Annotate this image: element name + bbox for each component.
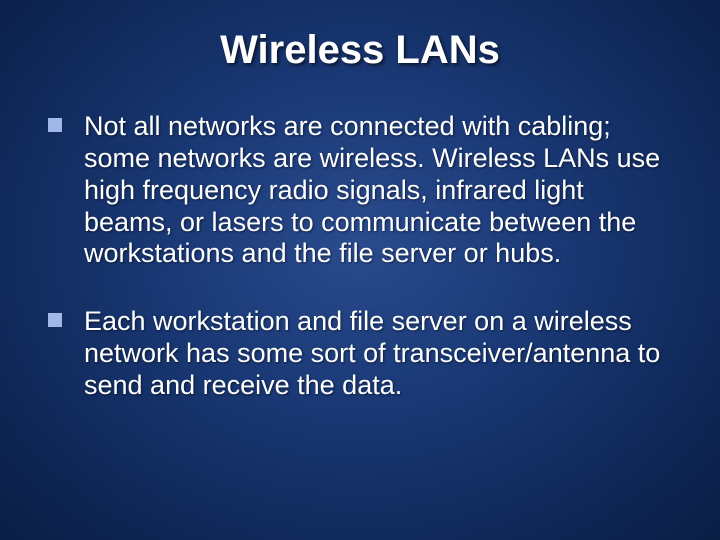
- square-bullet-icon: [48, 118, 62, 132]
- slide-title: Wireless LANs: [48, 28, 672, 73]
- bullet-text: Not all networks are connected with cabl…: [84, 111, 660, 268]
- square-bullet-icon: [48, 313, 62, 327]
- bullet-list: Not all networks are connected with cabl…: [48, 111, 672, 402]
- bullet-text: Each workstation and file server on a wi…: [84, 306, 660, 400]
- bullet-item: Not all networks are connected with cabl…: [48, 111, 672, 270]
- slide-container: Wireless LANs Not all networks are conne…: [0, 0, 720, 540]
- bullet-item: Each workstation and file server on a wi…: [48, 306, 672, 402]
